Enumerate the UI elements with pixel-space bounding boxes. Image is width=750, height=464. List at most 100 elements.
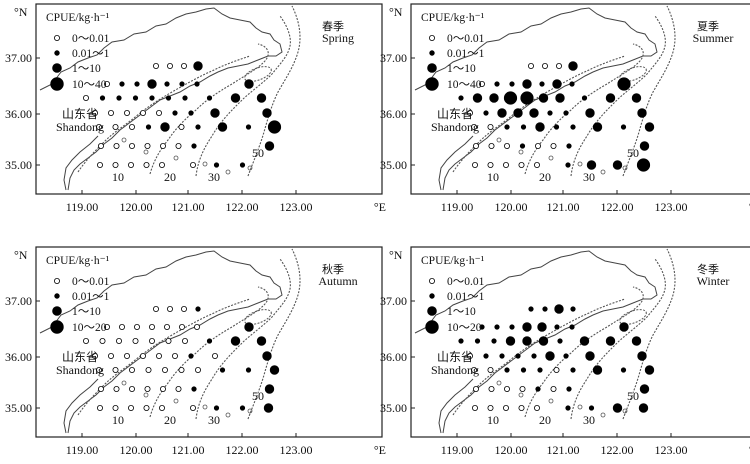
legend-label: 0～0.01 <box>72 276 110 288</box>
station-filled-circle <box>134 81 140 87</box>
station-open-circle <box>155 110 162 117</box>
island <box>496 137 502 143</box>
legend: CPUE/kg·h⁻¹ 0～0.01 0.01～1 1～10 10～20 <box>421 255 485 334</box>
island <box>247 165 253 171</box>
station-open-circle <box>96 124 103 131</box>
legend-label: 0～0.01 <box>447 276 485 288</box>
station-filled-circle <box>206 95 213 101</box>
station-filled-circle <box>132 95 139 101</box>
station-open-circle <box>527 63 534 70</box>
legend-symbol <box>54 35 61 42</box>
legend-symbol <box>52 306 62 316</box>
station-filled-circle <box>547 110 553 116</box>
map-body <box>414 5 676 191</box>
station-filled-circle <box>182 95 188 101</box>
station-open-circle <box>127 404 134 411</box>
station-open-circle <box>104 324 111 331</box>
isobath-10 <box>452 55 626 173</box>
lat-tick-label: 35.00 <box>380 158 407 172</box>
island <box>121 380 127 386</box>
lon-tick-label: 119.00 <box>66 443 99 457</box>
station-filled-circle <box>579 336 590 346</box>
station-filled-circle <box>639 384 650 394</box>
station-open-circle <box>518 404 525 411</box>
panel-summer: 37.00 36.00 35.00 °N 119.00 120.00 121.00 122.0… <box>380 3 750 214</box>
lon-tick-label: 123.00 <box>280 443 313 457</box>
island <box>121 137 127 143</box>
legend-title: CPUE/kg·h⁻¹ <box>46 255 110 267</box>
station-open-circle <box>98 385 105 392</box>
island <box>600 412 606 418</box>
station-filled-circle <box>244 322 254 332</box>
station-filled-circle <box>149 95 155 101</box>
isobath-depth-label: 50 <box>627 146 639 160</box>
station-open-circle <box>479 81 486 88</box>
station-filled-circle <box>617 77 631 91</box>
island <box>548 398 554 404</box>
isobath-depth-label: 20 <box>164 170 176 184</box>
lon-tick-label: 122.00 <box>226 200 259 214</box>
station-open-circle <box>555 63 562 70</box>
legend: CPUE/kg·h⁻¹ 0～0.01 0.01～1 1～10 10～20 <box>46 255 110 334</box>
legend: CPUE/kg·h⁻¹ 0～0.01 0.01～1 1～10 10～40 <box>46 12 110 91</box>
legend-label: 0～0.01 <box>72 33 110 45</box>
station-filled-circle <box>620 124 627 130</box>
station-filled-circle <box>520 367 527 373</box>
isobath-loop <box>619 66 647 82</box>
isobath-30 <box>570 15 666 177</box>
legend-label: 1～10 <box>447 306 476 318</box>
station-filled-circle <box>569 81 575 87</box>
legend-label: 10～40 <box>72 79 107 91</box>
station-open-circle <box>108 110 115 117</box>
station-filled-circle <box>585 351 595 361</box>
station-filled-circle <box>505 336 516 346</box>
station-filled-circle <box>513 108 523 118</box>
station-filled-circle <box>263 403 274 413</box>
lat-tick-label: 37.00 <box>5 294 32 308</box>
station-filled-circle <box>563 353 569 359</box>
lat-tick-label: 36.00 <box>380 350 407 364</box>
station-filled-circle <box>489 93 499 103</box>
province-label-cn: 山东省 <box>62 350 98 364</box>
station-filled-circle <box>528 306 534 312</box>
lon-tick-label: 122.00 <box>601 200 634 214</box>
legend-symbol <box>50 320 64 334</box>
isobath-loop <box>619 309 647 325</box>
station-filled-circle <box>145 124 152 130</box>
station-filled-circle <box>239 405 246 411</box>
station-open-circle <box>133 324 140 331</box>
station-open-circle <box>534 142 541 149</box>
station-open-circle <box>180 63 187 70</box>
station-open-circle <box>181 338 188 345</box>
station-filled-circle <box>458 95 464 101</box>
isobath-depth-label: 10 <box>487 413 499 427</box>
island <box>143 392 149 398</box>
isobath-depth-label: 50 <box>627 389 639 403</box>
station-filled-circle <box>164 81 170 87</box>
station-filled-circle <box>472 93 483 103</box>
lon-tick-label: 120.00 <box>120 443 153 457</box>
lat-tick-label: 35.00 <box>380 401 407 415</box>
station-filled-circle <box>585 108 595 118</box>
isobath-depth-label: 10 <box>487 170 499 184</box>
station-filled-circle <box>619 322 629 332</box>
station-filled-circle <box>483 110 489 116</box>
station-filled-circle <box>230 93 241 103</box>
station-filled-circle <box>499 353 505 359</box>
station-filled-circle <box>570 306 576 312</box>
station-open-circle <box>97 161 104 168</box>
station-open-circle <box>165 338 172 345</box>
station-open-circle <box>155 353 162 360</box>
station-filled-circle <box>637 108 647 118</box>
station-filled-circle <box>569 324 575 330</box>
lon-tick-label: 120.00 <box>120 200 153 214</box>
isobath-50 <box>622 5 676 177</box>
station-open-circle <box>144 385 151 392</box>
station-open-circle <box>148 338 155 345</box>
station-filled-circle <box>262 108 272 118</box>
station-open-circle <box>139 353 146 360</box>
station-filled-circle <box>605 336 616 346</box>
legend-symbol <box>425 77 439 91</box>
lon-tick-label: 120.00 <box>495 200 528 214</box>
station-open-circle <box>113 142 120 149</box>
